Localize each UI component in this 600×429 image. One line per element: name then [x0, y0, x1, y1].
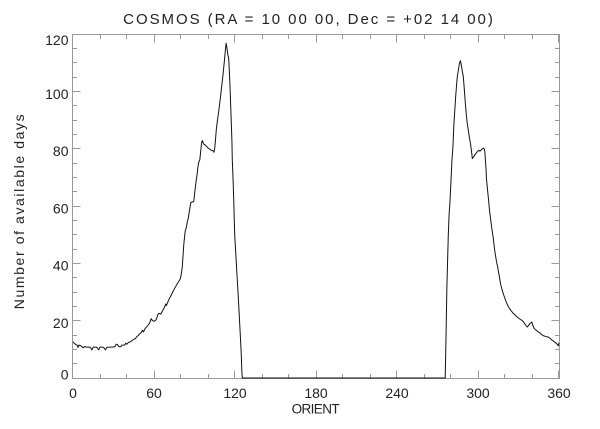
svg-text:COSMOS (RA = 10 00 00, Dec = +: COSMOS (RA = 10 00 00, Dec = +02 14 00)	[123, 11, 495, 28]
svg-text:180: 180	[304, 385, 328, 401]
svg-text:240: 240	[385, 385, 409, 401]
svg-text:ORIENT: ORIENT	[292, 401, 340, 416]
svg-text:120: 120	[45, 32, 69, 48]
svg-text:60: 60	[146, 385, 162, 401]
svg-text:360: 360	[547, 385, 571, 401]
svg-text:20: 20	[53, 315, 69, 331]
svg-text:60: 60	[53, 200, 69, 216]
svg-text:Number of available days: Number of available days	[11, 113, 27, 309]
svg-text:300: 300	[466, 385, 490, 401]
svg-text:80: 80	[53, 143, 69, 159]
svg-text:100: 100	[45, 86, 69, 102]
svg-text:120: 120	[223, 385, 247, 401]
svg-text:0: 0	[61, 367, 69, 383]
svg-text:40: 40	[53, 257, 69, 273]
svg-text:0: 0	[69, 385, 77, 401]
